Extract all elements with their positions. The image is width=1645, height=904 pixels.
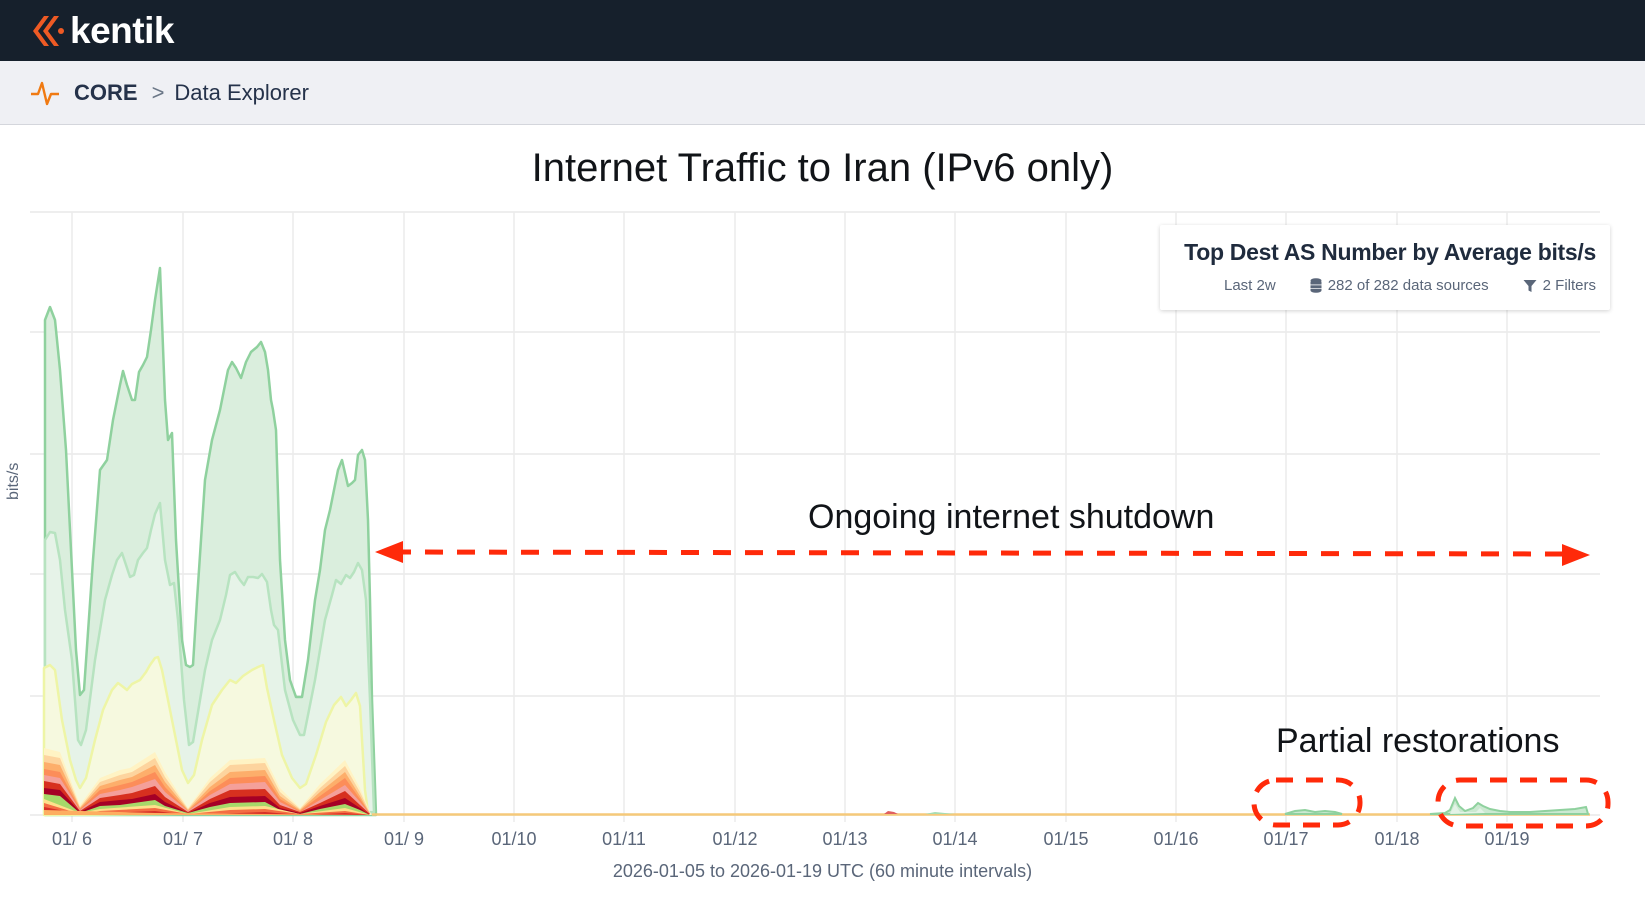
restoration-0119-inner (1450, 804, 1485, 814)
filters-label: 2 Filters (1542, 277, 1596, 294)
x-tick: 01/12 (712, 829, 758, 849)
x-tick: 01/ 8 (272, 829, 314, 849)
x-tick: 01/13 (822, 829, 868, 849)
pulse-icon (31, 81, 59, 105)
kentik-chevron-icon (33, 16, 64, 46)
x-tick: 01/17 (1263, 829, 1309, 849)
x-tick: 01/16 (1153, 829, 1199, 849)
breadcrumb-bar: CORE > Data Explorer (0, 61, 1645, 125)
y-axis-label: bits/s (5, 462, 22, 500)
series-remaining-bands (44, 748, 372, 815)
x-tick: 01/ 9 (383, 829, 425, 849)
filter-icon (1523, 279, 1537, 292)
breadcrumb-current-page: Data Explorer (174, 79, 309, 105)
kentik-logo[interactable]: kentik (30, 10, 174, 52)
restoration-0117-area (1284, 808, 1343, 815)
shutdown-annotation: Ongoing internet shutdown (808, 498, 1215, 536)
chart-title: Internet Traffic to Iran (IPv6 only) (531, 146, 1114, 190)
data-sources[interactable]: 282 of 282 data sources (1310, 277, 1489, 294)
restoration-highlight-0119 (1435, 777, 1611, 829)
chart-legend-panel: Top Dest AS Number by Average bits/s Las… (1160, 225, 1610, 310)
arrow-right-head-icon (1562, 544, 1590, 566)
x-tick: 01/14 (932, 829, 978, 849)
blip-0113 (884, 811, 898, 814)
filters[interactable]: 2 Filters (1523, 277, 1596, 294)
data-sources-label: 282 of 282 data sources (1327, 277, 1489, 294)
x-tick: 01/10 (491, 829, 537, 849)
x-tick: 01/18 (1374, 829, 1420, 849)
breadcrumb-core-link[interactable]: CORE (74, 79, 138, 105)
restoration-0119-area (1429, 795, 1590, 815)
legend-title: Top Dest AS Number by Average bits/s (1184, 239, 1596, 265)
breadcrumb: CORE > Data Explorer (30, 61, 309, 124)
database-icon (1310, 278, 1322, 293)
shutdown-arrow (375, 541, 1590, 566)
blip-0114 (925, 812, 955, 814)
x-tick: 01/11 (602, 829, 646, 849)
top-navbar: kentik (0, 0, 1645, 61)
time-range[interactable]: Last 2w (1224, 277, 1276, 294)
x-tick: 01/ 7 (162, 829, 204, 849)
x-tick: 01/ 6 (51, 829, 93, 849)
x-tick: 01/15 (1043, 829, 1089, 849)
time-range-label: Last 2w (1224, 277, 1276, 294)
x-axis-label: 2026-01-05 to 2026-01-19 UTC (60 minute … (612, 861, 1033, 881)
restorations-annotation: Partial restorations (1276, 722, 1560, 760)
chevron-right-icon: > (151, 79, 165, 105)
arrow-left-head-icon (375, 541, 403, 563)
x-tick: 01/19 (1484, 829, 1530, 849)
restoration-highlight-0117 (1251, 777, 1363, 828)
legend-meta: Last 2w 282 of 282 data sources 2 Filter… (1224, 277, 1596, 294)
brand-name: kentik (70, 10, 174, 51)
